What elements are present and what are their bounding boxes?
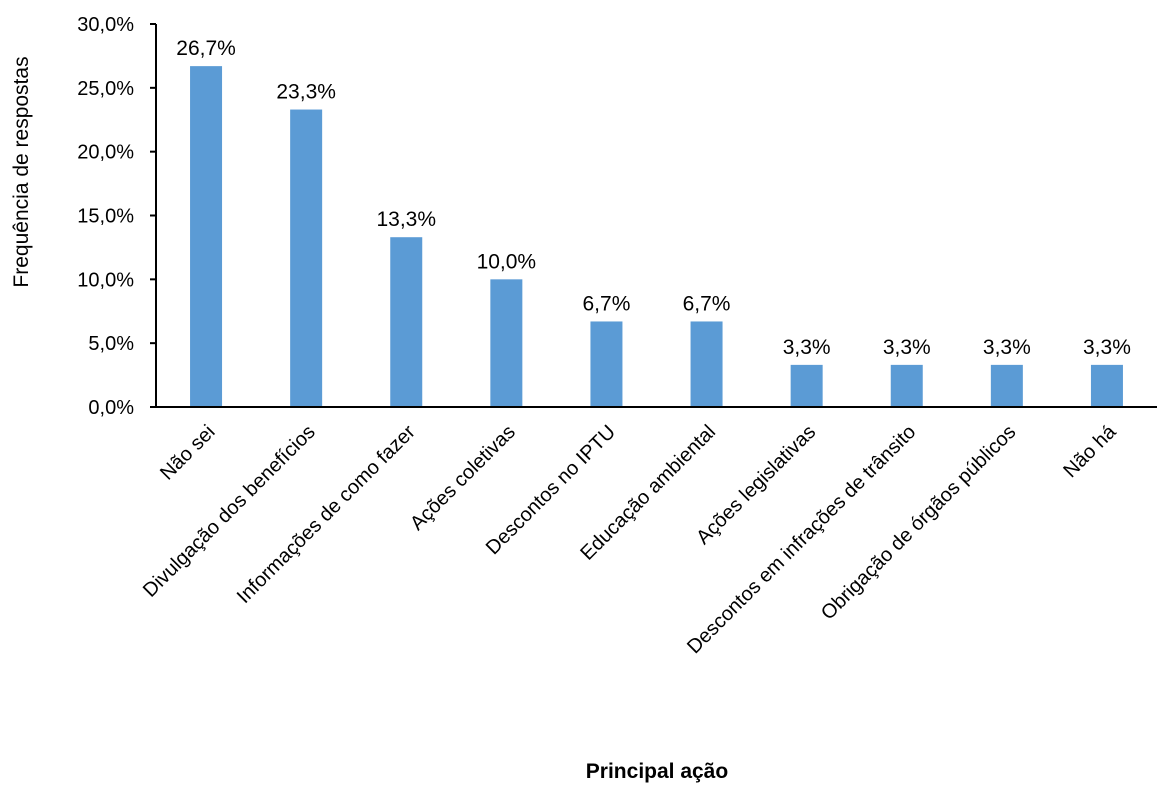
x-axis-title: Principal ação xyxy=(586,760,728,783)
bars-group xyxy=(190,66,1123,407)
data-label: 26,7% xyxy=(176,37,236,60)
y-tick-label: 10,0% xyxy=(77,269,134,291)
x-category-label: Não há xyxy=(1059,420,1121,482)
bar xyxy=(790,364,823,407)
y-tick-label: 15,0% xyxy=(77,206,134,228)
y-tick-label: 0,0% xyxy=(88,397,134,419)
bar xyxy=(290,109,323,407)
y-tick-label: 25,0% xyxy=(77,78,134,100)
y-tick-label: 5,0% xyxy=(88,333,134,355)
bar xyxy=(190,66,223,407)
data-labels: 26,7% 23,3% 13,3% 10,0% 6,7% 6,7% 3,3% 3,3% 3,3%… xyxy=(176,37,1131,359)
bar xyxy=(990,364,1023,407)
data-label: 13,3% xyxy=(376,208,436,231)
data-label: 6,7% xyxy=(683,292,731,315)
y-tick-label: 30,0% xyxy=(77,14,134,36)
data-label: 6,7% xyxy=(583,292,631,315)
data-label: 3,3% xyxy=(983,336,1031,359)
data-label: 10,0% xyxy=(477,250,537,273)
x-category-label: Descontos em infrações de trânsito xyxy=(683,421,920,658)
data-label: 3,3% xyxy=(783,336,831,359)
data-label: 23,3% xyxy=(276,81,336,104)
bar xyxy=(690,321,723,407)
x-category-label: Obrigação de órgãos públicos xyxy=(817,421,1020,624)
data-label: 3,3% xyxy=(883,336,931,359)
y-tick-label: 20,0% xyxy=(77,142,134,164)
y-axis-title: Frequência de respostas xyxy=(10,56,33,287)
x-category-label: Divulgação dos benefícios xyxy=(139,421,320,602)
bar xyxy=(590,321,623,407)
x-category-label: Não sei xyxy=(156,421,220,485)
bar xyxy=(390,237,423,407)
x-category-label: Informações de como fazer xyxy=(233,421,420,608)
bar xyxy=(890,364,923,407)
bar xyxy=(490,279,523,407)
y-tick-labels: 0,0% 5,0% 10,0% 15,0% 20,0% 25,0% 30,0% xyxy=(77,14,156,419)
data-label: 3,3% xyxy=(1083,336,1131,359)
x-category-label: Ações coletivas xyxy=(406,421,520,535)
bar xyxy=(1090,364,1123,407)
